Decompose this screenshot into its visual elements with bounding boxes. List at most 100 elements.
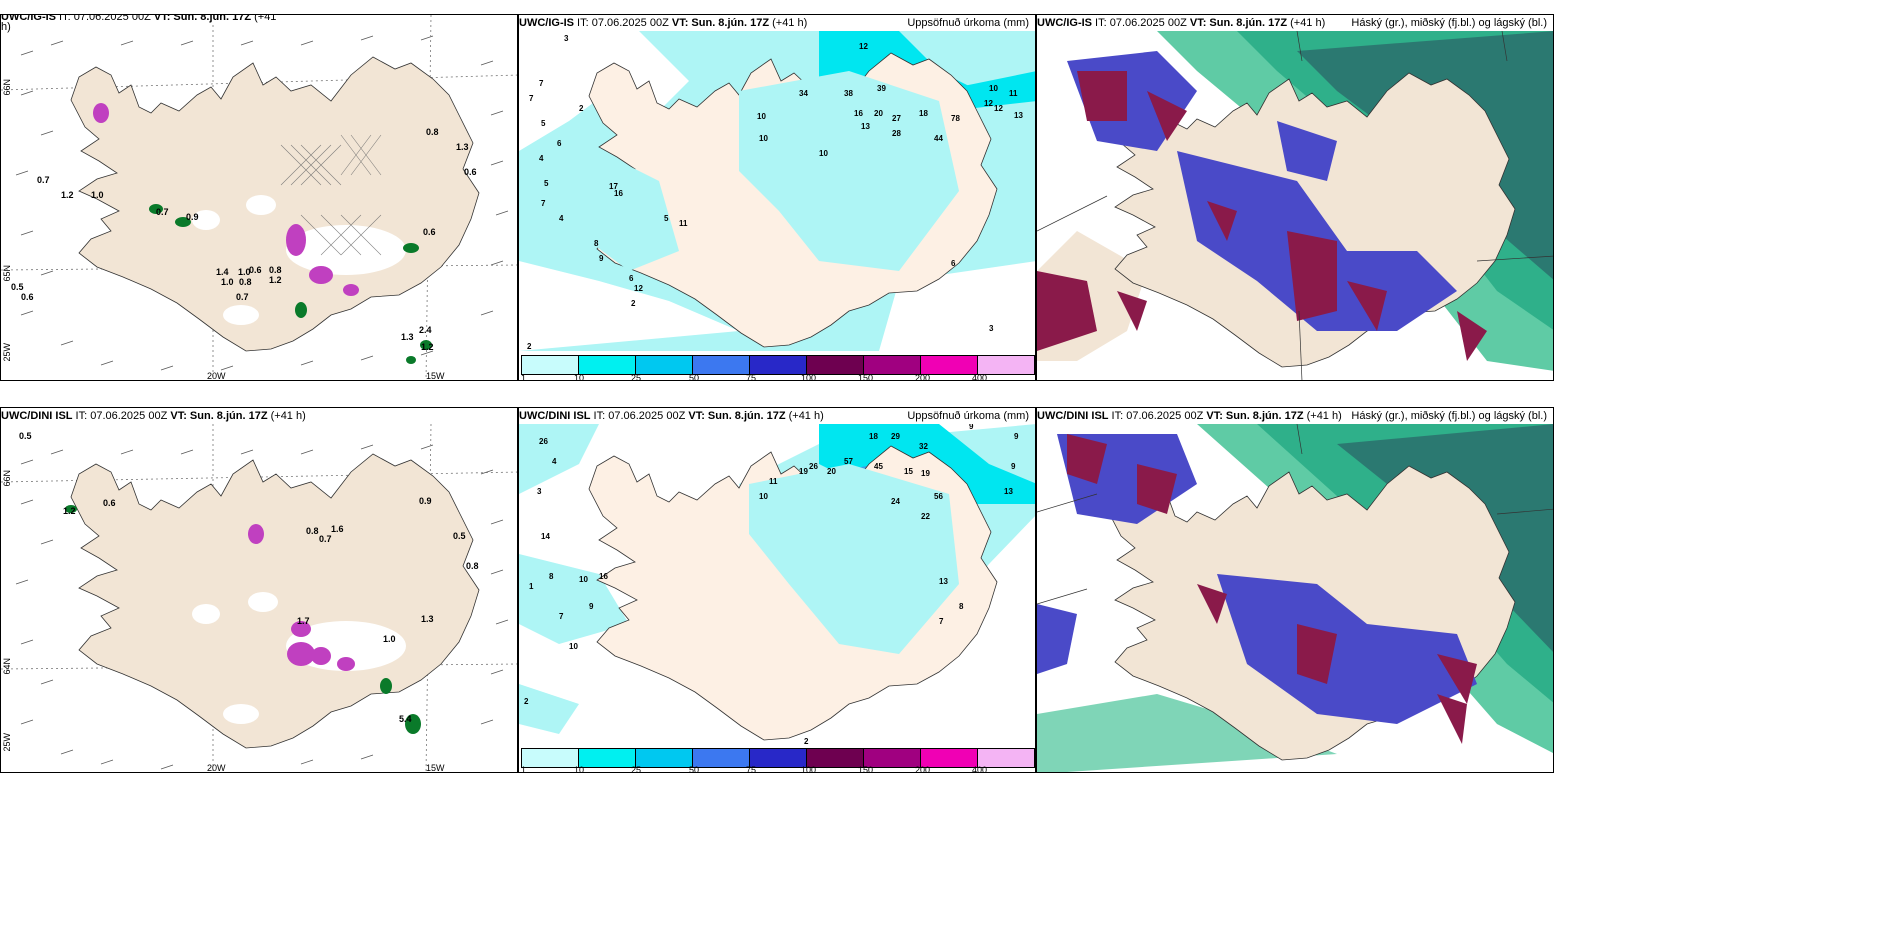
svg-text:10: 10 [759,492,768,501]
svg-text:11: 11 [679,219,688,228]
svg-text:0.8: 0.8 [306,526,319,536]
svg-text:34: 34 [799,89,808,98]
convective-cells [93,103,432,364]
svg-text:7: 7 [529,94,534,103]
precip-colorbar [521,355,1035,375]
panel-bottom-left-convection: UWC/DINI ISL IT: 07.06.2025 00Z VT: Sun.… [0,407,518,773]
svg-text:32: 32 [919,442,928,451]
svg-text:38: 38 [844,89,853,98]
label-layer: 0.71.01.2 0.7 0.90.8 1.30.60.6 0.50.61.4 … [11,127,477,352]
svg-text:20: 20 [827,467,836,476]
svg-text:3: 3 [537,487,542,496]
scale-tick: 150 [858,373,874,381]
scale-tick: 400 [972,765,988,773]
svg-text:15: 15 [904,467,913,476]
svg-text:17: 17 [609,182,618,191]
svg-text:10: 10 [757,112,766,121]
svg-text:1: 1 [529,582,534,591]
svg-text:0.6: 0.6 [21,292,34,302]
svg-text:0.7: 0.7 [319,534,332,544]
svg-text:57: 57 [844,457,853,466]
svg-text:2: 2 [527,342,532,351]
svg-text:10: 10 [989,84,998,93]
panel-subtitle: Háský (gr.), miðský (fj.bl.) og lágský (… [1351,17,1547,29]
graticule [1037,424,1553,605]
lat-label-64n: 64N [2,658,12,675]
panel-title: UWC/IG-IS IT: 07.06.2025 00Z VT: Sun. 8.… [1,15,277,24]
map-bottom-left: 0.51.20.6 0.91.60.7 0.8 0.50.8 1.31.01.7 … [1,424,517,772]
lat-label-25w: 25W [2,733,12,752]
svg-text:10: 10 [759,134,768,143]
map-top-right [1037,31,1553,380]
panel-subtitle: Háský (gr.), miðský (fj.bl.) og lágský (… [1351,410,1547,422]
svg-text:7: 7 [541,199,546,208]
svg-text:13: 13 [861,122,870,131]
svg-text:78: 78 [951,114,960,123]
lat-label-25w: 25W [2,343,12,362]
svg-text:1.3: 1.3 [421,614,434,624]
panel-title: UWC/IG-IS IT: 07.06.2025 00Z VT: Sun. 8.… [1037,17,1326,30]
graticule [1037,31,1553,380]
panel-top-mid-precip: UWC/IG-IS IT: 07.06.2025 00Z VT: Sun. 8.… [518,14,1036,381]
svg-text:1.3: 1.3 [401,332,414,342]
svg-text:12: 12 [984,99,993,108]
svg-text:24: 24 [891,497,900,506]
svg-text:1.0: 1.0 [238,267,251,277]
precip-colorbar [521,748,1035,768]
label-layer: 0.51.20.6 0.91.60.7 0.8 0.50.8 1.31.01.7 … [19,431,479,724]
svg-text:1.6: 1.6 [331,524,344,534]
lon-label-20w: 20W [207,763,226,773]
svg-text:6: 6 [951,259,956,268]
svg-text:3: 3 [564,34,569,43]
panel-top-left-convection: 0.7 1.0 1.2 0.7 0.9 0.8 1.3 0.6 0.6 0.5 0.6 1.4 … [0,14,518,381]
svg-text:44: 44 [934,134,943,143]
svg-text:0.5: 0.5 [11,282,24,292]
svg-text:6: 6 [629,274,634,283]
svg-text:7: 7 [539,79,544,88]
svg-text:2: 2 [524,697,529,706]
svg-text:0.6: 0.6 [423,227,436,237]
panel-title: UWC/DINI ISL IT: 07.06.2025 00Z VT: Sun.… [1,410,306,423]
svg-text:4: 4 [539,154,544,163]
scale-tick: 50 [689,765,700,773]
svg-text:1.2: 1.2 [421,342,434,352]
panel-title: UWC/DINI ISL IT: 07.06.2025 00Z VT: Sun.… [519,410,824,423]
convective-cells [65,505,421,734]
svg-text:2: 2 [804,737,809,746]
precip-over-land [579,71,959,271]
svg-text:1.0: 1.0 [221,277,234,287]
svg-text:26: 26 [539,437,548,446]
svg-text:4: 4 [559,214,564,223]
svg-text:11: 11 [1009,89,1018,98]
panel-subtitle: Uppsöfnuð úrkoma (mm) [907,410,1029,422]
panel-title-wrap: h) [1,21,11,34]
panel-bottom-right-clouds: UWC/DINI ISL IT: 07.06.2025 00Z VT: Sun.… [1036,407,1554,773]
lat-label-66n: 66N [2,470,12,487]
panel-top-right-clouds: UWC/IG-IS IT: 07.06.2025 00Z VT: Sun. 8.… [1036,14,1554,381]
scale-tick: 10 [574,765,585,773]
scale-tick: 50 [689,373,700,381]
scale-tick: 150 [858,765,874,773]
scale-tick: 100 [801,765,817,773]
scale-tick: 100 [801,373,817,381]
panel-title: UWC/IG-IS IT: 07.06.2025 00Z VT: Sun. 8.… [519,17,808,30]
svg-text:14: 14 [541,532,550,541]
scale-tick: 1 [521,373,527,381]
svg-text:10: 10 [579,575,588,584]
svg-text:26: 26 [809,462,818,471]
svg-text:3: 3 [989,324,994,333]
scale-tick: 200 [915,765,931,773]
svg-text:1.2: 1.2 [61,190,74,200]
svg-text:1.4: 1.4 [216,267,229,277]
svg-text:0.6: 0.6 [249,265,262,275]
svg-text:0.7: 0.7 [236,292,249,302]
wind-barbs [15,444,509,770]
svg-text:16: 16 [854,109,863,118]
svg-text:1.2: 1.2 [269,275,282,285]
svg-text:8: 8 [549,572,554,581]
lon-label-15w: 15W [426,763,445,773]
svg-text:7: 7 [559,612,564,621]
svg-text:10: 10 [569,642,578,651]
